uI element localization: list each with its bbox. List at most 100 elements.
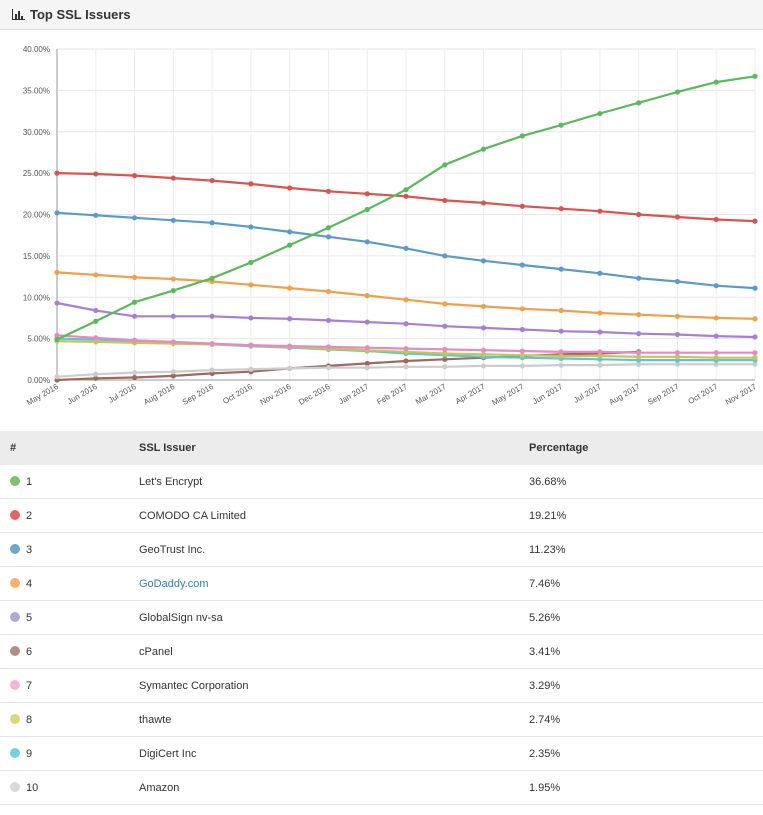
data-point [597, 310, 603, 316]
data-point [752, 355, 758, 361]
rank-cell: 6 [0, 634, 139, 669]
rank-value: 5 [26, 611, 33, 624]
data-point [558, 122, 564, 128]
x-tick-label: Feb 2017 [375, 382, 409, 407]
table-row: 7 Symantec Corporation 3.29% [0, 668, 763, 703]
data-point [674, 214, 681, 220]
data-point [364, 292, 370, 299]
x-tick-label: Aug 2017 [607, 382, 642, 407]
table-row: 5 GlobalSign nv-sa 5.26% [0, 600, 763, 635]
data-point [131, 215, 138, 221]
percentage-cell: 36.68% [529, 465, 763, 499]
data-point [93, 272, 99, 278]
data-point [752, 316, 758, 322]
data-point [713, 315, 719, 321]
percentage-cell: 2.74% [529, 702, 763, 737]
legend-dot-icon [10, 747, 20, 758]
x-tick-label: Jul 2017 [572, 382, 603, 405]
panel-title: Top SSL Issuers [30, 7, 131, 22]
legend-dot-icon [10, 475, 20, 486]
data-point [519, 348, 525, 354]
data-point [674, 331, 681, 338]
rank-cell: 1 [0, 465, 139, 499]
x-tick-label: May 2016 [25, 382, 60, 408]
data-point [170, 369, 176, 375]
table-row: 9 DigiCert Inc 2.35% [0, 736, 763, 771]
percentage-cell: 2.35% [529, 736, 763, 771]
data-point [636, 275, 642, 281]
data-point [403, 187, 409, 193]
data-point [674, 313, 681, 319]
percentage-value: 3.41% [529, 645, 561, 658]
data-point [248, 282, 254, 288]
data-point [480, 363, 487, 369]
data-point [674, 89, 681, 95]
data-point [480, 258, 487, 264]
data-point [403, 193, 409, 199]
percentage-cell: 19.21% [529, 498, 763, 533]
data-point [209, 275, 215, 281]
x-tick-label: Apr 2017 [454, 382, 487, 406]
data-point [325, 344, 332, 350]
data-point [131, 173, 138, 179]
data-point [674, 278, 681, 285]
issuer-name[interactable]: GoDaddy.com [139, 577, 209, 590]
data-point [325, 317, 332, 324]
data-point [597, 353, 603, 359]
issuer-cell: Let's Encrypt [139, 465, 529, 499]
data-point [636, 331, 642, 337]
rank-cell: 3 [0, 532, 139, 567]
data-point [713, 350, 719, 356]
data-point [519, 352, 525, 358]
data-point [287, 285, 293, 291]
data-point [442, 162, 448, 168]
percentage-value: 7.46% [529, 577, 561, 590]
percentage-value: 5.26% [529, 611, 561, 624]
data-point [287, 185, 293, 191]
data-point [558, 362, 564, 368]
legend-dot-icon [10, 543, 20, 554]
percentage-cell: 3.41% [529, 634, 763, 669]
legend-dot-icon [10, 509, 20, 520]
data-point [93, 171, 99, 177]
issuer-cell[interactable]: GoDaddy.com [139, 566, 529, 601]
rank-value: 3 [26, 543, 33, 556]
data-point [713, 355, 719, 361]
data-point [93, 339, 99, 345]
data-point [54, 374, 60, 380]
issuer-name: COMODO CA Limited [139, 509, 246, 522]
issuer-name: Let's Encrypt [139, 475, 203, 488]
data-point [558, 349, 564, 355]
data-point [519, 326, 525, 333]
data-point [131, 369, 138, 376]
data-point [364, 364, 370, 371]
data-point [558, 353, 564, 359]
data-point [636, 211, 642, 218]
data-point [674, 361, 681, 367]
data-point [713, 79, 719, 85]
table-row: 10 Amazon 1.95% [0, 770, 763, 805]
data-point [403, 245, 409, 252]
x-tick-label: Sep 2016 [181, 382, 216, 407]
data-point [597, 110, 603, 117]
data-point [287, 365, 293, 372]
rank-value: 6 [26, 645, 33, 658]
data-point [93, 335, 99, 341]
data-point [442, 356, 448, 362]
data-point [209, 367, 215, 373]
percentage-value: 3.29% [529, 679, 561, 692]
data-point [636, 361, 642, 367]
data-point [752, 334, 758, 340]
data-point [442, 364, 448, 370]
data-point [713, 283, 719, 289]
data-point [54, 300, 60, 306]
table-row: 1 Let's Encrypt 36.68% [0, 465, 763, 499]
data-point [54, 170, 60, 176]
data-point [248, 342, 254, 348]
data-point [54, 332, 60, 338]
y-tick-label: 40.00% [23, 45, 50, 54]
rank-cell: 10 [0, 770, 139, 805]
table-row: 2 COMODO CA Limited 19.21% [0, 498, 763, 533]
data-point [93, 375, 99, 381]
data-point [442, 350, 448, 357]
